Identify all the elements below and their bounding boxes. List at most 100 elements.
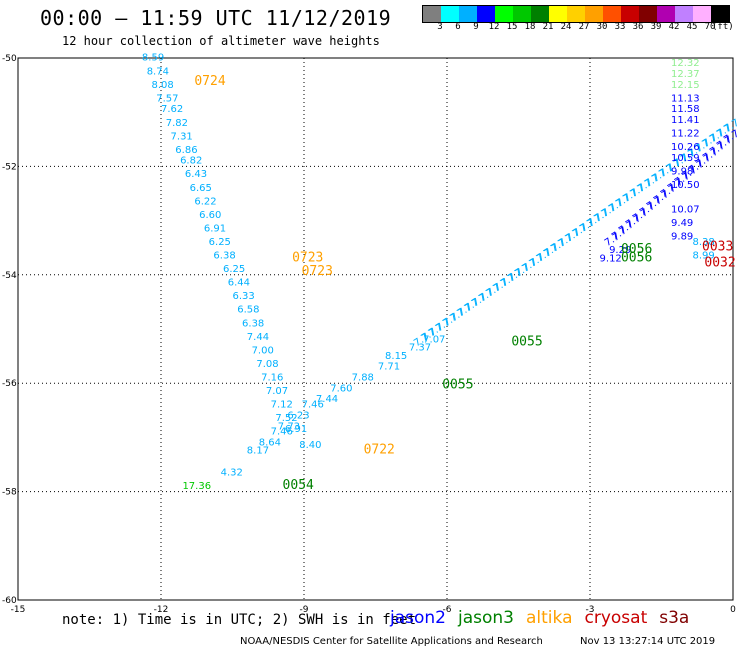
- wave-height-value: 7.46: [302, 400, 324, 411]
- wave-height-value: 7.62: [161, 104, 183, 115]
- wave-height-value: 10.50: [671, 180, 700, 191]
- colorbar-swatch: [693, 6, 711, 22]
- map-title: 00:00 – 11:59 UTC 11/12/2019: [40, 6, 392, 30]
- wave-height-value: 7.08: [256, 359, 278, 370]
- wave-height-value: 8.64: [259, 438, 281, 449]
- pass-time-label: 0723: [302, 264, 333, 279]
- colorbar-label: 27: [578, 22, 590, 32]
- wave-height-value: 7.88: [352, 372, 374, 383]
- colorbar-label: 3: [437, 22, 443, 32]
- wave-height-value: 9.89: [671, 232, 693, 243]
- colorbar-label: 36: [632, 22, 644, 32]
- colorbar-swatch: [459, 6, 477, 22]
- colorbar-swatch: [675, 6, 693, 22]
- colorbar-swatch: [441, 6, 459, 22]
- colorbar-swatch: [495, 6, 513, 22]
- colorbar-swatch: [585, 6, 603, 22]
- colorbar-swatch: [549, 6, 567, 22]
- wave-height-value: 7.46: [271, 427, 293, 438]
- lon-tick-label: -6: [443, 605, 452, 615]
- wave-height-value: 11.22: [671, 129, 700, 140]
- wave-height-value: 8.08: [151, 80, 173, 91]
- pass-time-label: 0033: [702, 239, 733, 254]
- pass-time-label: 0056: [621, 250, 652, 265]
- pass-time-label: 0724: [194, 74, 225, 89]
- colorbar-label: 70: [704, 22, 716, 32]
- colorbar-label: 45: [686, 22, 698, 32]
- wave-height-colorbar: [422, 5, 730, 23]
- wave-height-value: 17.36: [182, 481, 211, 492]
- wave-height-value: 10.07: [671, 204, 700, 215]
- wave-height-value: 7.31: [171, 131, 193, 142]
- generated-timestamp: Nov 13 13:27:14 UTC 2019: [580, 636, 716, 647]
- wave-height-value: 6.43: [185, 169, 207, 180]
- wave-height-value: 6.58: [237, 305, 259, 316]
- wave-height-value: 7.57: [156, 93, 178, 104]
- wave-height-value: 11.41: [671, 115, 700, 126]
- axis-tick-labels: -15 -12 -9 -6 -3 0 -50 -52 -54 -56 -58 -60: [2, 54, 736, 615]
- wave-height-value: 6.91: [285, 424, 307, 435]
- wave-height-observations: 8.59 8.74 8.08 7.577.62 7.82 7.31 6.866.82 6.43…: [142, 53, 715, 492]
- colorbar-swatch: [423, 6, 441, 22]
- wave-height-value: 8.15: [385, 351, 407, 362]
- wave-height-value: 6.33: [233, 291, 255, 302]
- pass-time-label: 0056: [621, 242, 652, 257]
- legend-item-jason2: jason2: [390, 608, 446, 628]
- wave-height-value: 6.60: [199, 210, 221, 221]
- legend-item-jason3: jason3: [458, 608, 514, 628]
- wave-height-value: 9.98: [671, 167, 693, 178]
- legend-item-altika: altika: [526, 608, 573, 628]
- lon-tick-label: 0: [730, 605, 736, 615]
- colorbar-label: 18: [524, 22, 536, 32]
- wave-height-value: 6.23: [287, 410, 309, 421]
- wave-height-value: 9.29: [609, 245, 631, 256]
- wave-height-value: 6.25: [223, 264, 245, 275]
- lat-tick-label: -58: [2, 488, 17, 498]
- wave-height-value: 12.32: [671, 58, 700, 69]
- wave-height-value: 7.60: [330, 383, 352, 394]
- wave-height-value: 7.52: [275, 413, 297, 424]
- wave-height-value: 9.49: [671, 218, 693, 229]
- satellite-legend: jason2 jason3 altika cryosat s3a: [390, 608, 701, 628]
- colorbar-swatch: [603, 6, 621, 22]
- map-grid: [18, 58, 733, 600]
- wave-height-value: 8.17: [247, 446, 269, 457]
- map-subtitle: 12 hour collection of altimeter wave hei…: [62, 34, 380, 48]
- wave-height-value: 8.99: [692, 251, 714, 262]
- credit-text: NOAA/NESDIS Center for Satellite Applica…: [240, 636, 543, 647]
- lon-tick-label: -9: [300, 605, 309, 615]
- colorbar-label: 9: [473, 22, 479, 32]
- wave-height-value: 6.38: [213, 251, 235, 262]
- colorbar-label: 21: [542, 22, 554, 32]
- wave-height-value: 6.38: [242, 318, 264, 329]
- wave-height-value: 8.40: [299, 440, 321, 451]
- wave-height-value: 6.65: [190, 183, 212, 194]
- lat-tick-label: -54: [2, 271, 17, 281]
- legend-item-s3a: s3a: [659, 608, 690, 628]
- colorbar-units: (ft): [712, 22, 734, 32]
- lat-tick-label: -50: [2, 54, 17, 64]
- colorbar-swatch: [711, 6, 729, 22]
- colorbar-swatch: [513, 6, 531, 22]
- colorbar-swatch: [657, 6, 675, 22]
- wave-height-value: 6.86: [175, 145, 197, 156]
- lon-tick-label: -15: [11, 605, 26, 615]
- pass-time-label: 0055: [442, 378, 473, 393]
- lat-tick-label: -52: [2, 162, 17, 172]
- wave-height-value: 11.58: [671, 104, 700, 115]
- pass-time-label: 0723: [292, 250, 323, 265]
- pass-time-label: 0032: [704, 256, 735, 271]
- colorbar-label: 33: [614, 22, 626, 32]
- lat-tick-label: -60: [2, 596, 17, 606]
- colorbar-label: 39: [650, 22, 662, 32]
- wave-height-value: 6.44: [228, 278, 250, 289]
- wave-height-value: 10.59: [671, 153, 700, 164]
- wave-height-value: 7.07: [423, 335, 445, 346]
- colorbar-label: 24: [560, 22, 572, 32]
- colorbar-swatch: [639, 6, 657, 22]
- lon-tick-label: -3: [586, 605, 595, 615]
- colorbar-label: 15: [506, 22, 518, 32]
- wave-height-value: 8.59: [142, 53, 164, 64]
